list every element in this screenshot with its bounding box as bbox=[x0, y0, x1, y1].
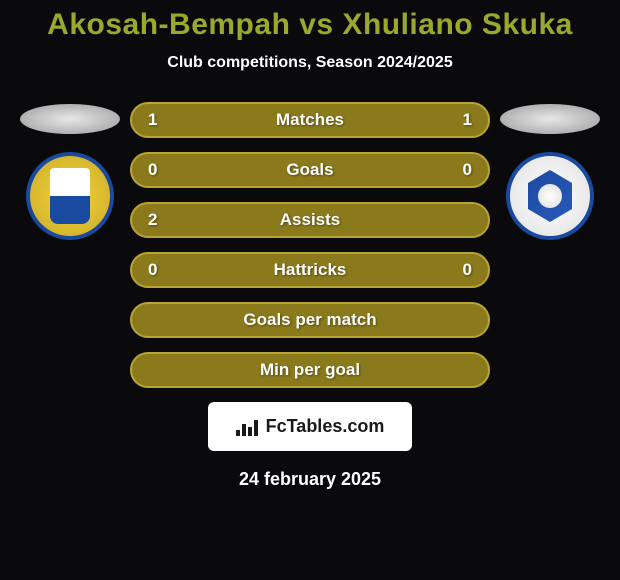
chart-icon bbox=[236, 418, 260, 436]
stat-left-value: 0 bbox=[148, 160, 172, 180]
stat-row-goals: 0 Goals 0 bbox=[130, 152, 490, 188]
stat-label: Goals bbox=[286, 160, 333, 180]
left-player-column bbox=[20, 102, 120, 240]
main-content-row: 1 Matches 1 0 Goals 0 2 Assists 0 Hattri… bbox=[0, 102, 620, 388]
stat-left-value: 1 bbox=[148, 110, 172, 130]
badge-shield-icon bbox=[528, 170, 572, 222]
stat-row-hattricks: 0 Hattricks 0 bbox=[130, 252, 490, 288]
right-player-placeholder bbox=[500, 104, 600, 134]
badge-shield-icon bbox=[50, 168, 90, 224]
brand-text: FcTables.com bbox=[266, 416, 385, 437]
stat-label: Matches bbox=[276, 110, 344, 130]
stat-label: Hattricks bbox=[274, 260, 347, 280]
stat-row-goals-per-match: Goals per match bbox=[130, 302, 490, 338]
stat-right-value: 0 bbox=[448, 260, 472, 280]
brand-badge: FcTables.com bbox=[208, 402, 413, 451]
stat-row-matches: 1 Matches 1 bbox=[130, 102, 490, 138]
left-club-badge bbox=[26, 152, 114, 240]
stat-label: Assists bbox=[280, 210, 340, 230]
stat-right-value: 1 bbox=[448, 110, 472, 130]
comparison-title: Akosah-Bempah vs Xhuliano Skuka bbox=[47, 8, 573, 42]
right-club-badge bbox=[506, 152, 594, 240]
subtitle: Club competitions, Season 2024/2025 bbox=[167, 54, 452, 72]
stat-left-value: 2 bbox=[148, 210, 172, 230]
stat-label: Goals per match bbox=[243, 310, 376, 330]
stat-row-min-per-goal: Min per goal bbox=[130, 352, 490, 388]
ball-icon bbox=[538, 184, 562, 208]
date-text: 24 february 2025 bbox=[239, 469, 381, 490]
stat-label: Min per goal bbox=[260, 360, 360, 380]
right-player-column bbox=[500, 102, 600, 240]
stats-column: 1 Matches 1 0 Goals 0 2 Assists 0 Hattri… bbox=[130, 102, 490, 388]
left-player-placeholder bbox=[20, 104, 120, 134]
stat-left-value: 0 bbox=[148, 260, 172, 280]
stat-row-assists: 2 Assists bbox=[130, 202, 490, 238]
stat-right-value: 0 bbox=[448, 160, 472, 180]
